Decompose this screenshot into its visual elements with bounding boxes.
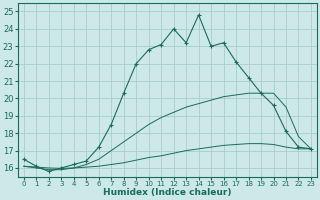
X-axis label: Humidex (Indice chaleur): Humidex (Indice chaleur) — [103, 188, 232, 197]
